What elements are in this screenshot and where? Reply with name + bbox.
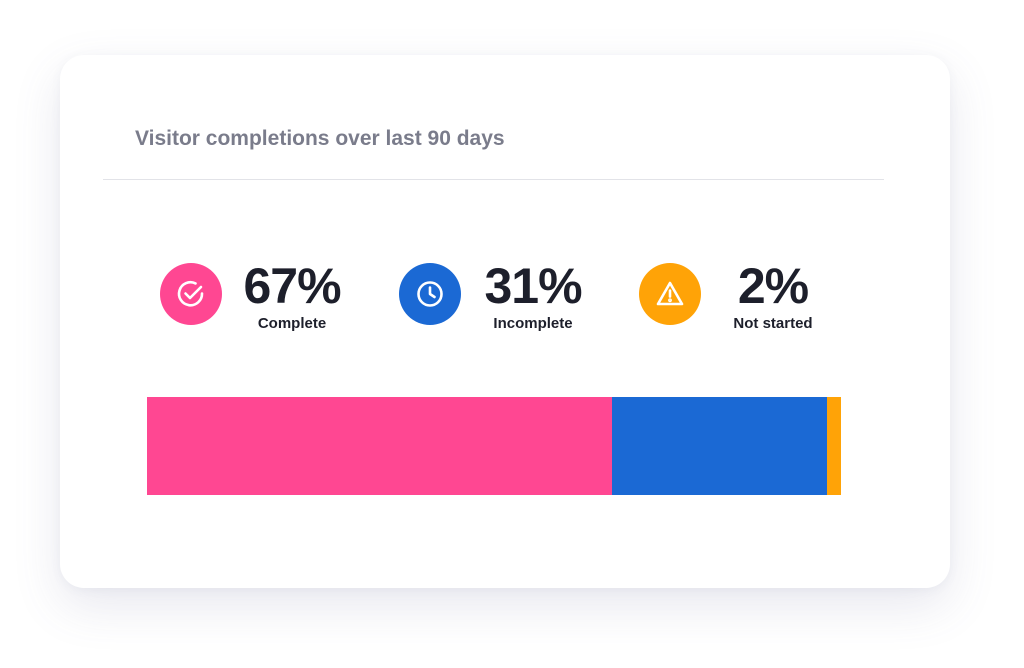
clock-icon	[399, 263, 461, 325]
title-divider	[103, 179, 884, 180]
check-circle-icon	[160, 263, 222, 325]
stat-value-incomplete: 31%	[484, 258, 582, 314]
card-title: Visitor completions over last 90 days	[135, 127, 505, 150]
stat-value-complete: 67%	[243, 258, 341, 314]
bar-segment-complete	[147, 397, 612, 495]
completion-card: Visitor completions over last 90 days 67…	[60, 55, 950, 588]
stat-value-not-started: 2%	[737, 258, 809, 314]
stat-label-not-started: Not started	[733, 315, 813, 332]
stat-label-incomplete: Incomplete	[493, 315, 573, 332]
warning-triangle-icon	[639, 263, 701, 325]
stat-label-complete: Complete	[257, 315, 327, 332]
bar-segment-incomplete	[611, 397, 828, 495]
stacked-bar-chart	[147, 397, 841, 495]
bar-segment-not-started	[827, 397, 841, 495]
